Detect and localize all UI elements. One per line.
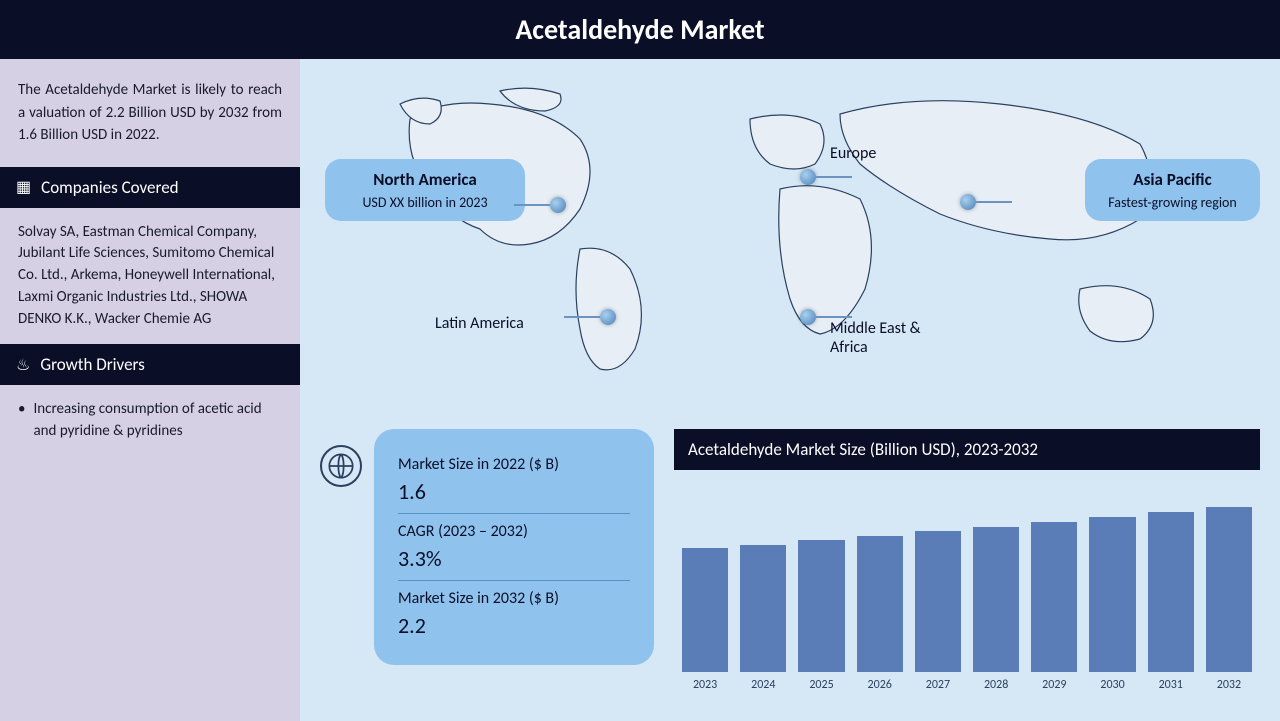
content: The Acetaldehyde Market is likely to rea… [0,59,1280,721]
stat-cagr-value: 3.3% [398,545,630,572]
bar-wrap: 2026 [857,536,903,693]
bar-label: 2028 [984,678,1008,692]
stat-cagr-label: CAGR (2023 – 2032) [398,522,630,541]
bar [1148,512,1194,672]
bar-label: 2023 [693,678,717,692]
bar-wrap: 2023 [682,548,728,692]
bar-label: 2025 [809,678,833,692]
bar-label: 2027 [926,678,950,692]
callout-north-america: North America USD XX billion in 2023 [325,159,525,221]
bar [1031,522,1077,672]
bar-label: 2029 [1042,678,1066,692]
label-latin-america: Latin America [435,314,524,333]
driver-item: Increasing consumption of acetic acid an… [33,399,282,443]
bar [1206,507,1252,672]
marker-la [600,309,616,325]
stat-row-cagr: CAGR (2023 – 2032) 3.3% [398,513,630,580]
bar-wrap: 2031 [1148,512,1194,692]
companies-header-label: Companies Covered [41,177,179,198]
na-title: North America [341,169,509,190]
companies-header: ▦ Companies Covered [0,167,300,208]
bar [682,548,728,672]
bar-wrap: 2029 [1031,522,1077,692]
na-sub: USD XX billion in 2023 [341,194,509,211]
world-map-svg [350,69,1230,389]
bar-label: 2026 [868,678,892,692]
bar [1089,517,1135,672]
bar-label: 2024 [751,678,775,692]
bar-chart: 2023 2024 2025 2026 2027 2028 2029 2030 2031 2032 [674,482,1260,692]
companies-body: Solvay SA, Eastman Chemical Company, Jub… [0,208,300,345]
bar-label: 2031 [1159,678,1183,692]
chart-area: Acetaldehyde Market Size (Billion USD), … [674,429,1260,719]
drivers-body: Increasing consumption of acetic acid an… [0,385,300,457]
bar-wrap: 2025 [798,540,844,692]
sidebar: The Acetaldehyde Market is likely to rea… [0,59,300,721]
world-map [350,69,1230,389]
marker-mea [800,309,816,325]
stat-2022-value: 1.6 [398,478,630,505]
chart-title: Acetaldehyde Market Size (Billion USD), … [674,429,1260,470]
ap-sub: Fastest-growing region [1101,194,1244,211]
bar-wrap: 2032 [1206,507,1252,692]
label-europe: Europe [830,144,876,163]
callout-asia-pacific: Asia Pacific Fastest-growing region [1085,159,1260,221]
marker-eu [800,169,816,185]
bar-wrap: 2028 [973,527,1019,693]
stats-wrap: Market Size in 2022 ($ B) 1.6 CAGR (2023… [320,429,654,719]
bar [973,527,1019,673]
stat-row-2032: Market Size in 2032 ($ B) 2.2 [398,580,630,647]
stats-card: Market Size in 2022 ($ B) 1.6 CAGR (2023… [374,429,654,665]
bar-label: 2032 [1217,678,1241,692]
world-map-area: North America USD XX billion in 2023 Asi… [300,59,1280,419]
stat-2032-value: 2.2 [398,612,630,639]
drivers-header-label: Growth Drivers [40,354,144,375]
stat-row-2022: Market Size in 2022 ($ B) 1.6 [398,447,630,513]
bar-wrap: 2024 [740,545,786,693]
marker-ap [960,194,976,210]
main-panel: North America USD XX billion in 2023 Asi… [300,59,1280,721]
bar [915,531,961,672]
stat-2032-label: Market Size in 2032 ($ B) [398,589,630,608]
bar-label: 2030 [1100,678,1124,692]
ap-title: Asia Pacific [1101,169,1244,190]
bar-wrap: 2030 [1089,517,1135,692]
marker-na [550,197,566,213]
bottom-row: Market Size in 2022 ($ B) 1.6 CAGR (2023… [300,429,1280,719]
building-icon: ▦ [16,177,31,197]
bar [798,540,844,672]
page-title: Acetaldehyde Market [0,0,1280,59]
intro-text: The Acetaldehyde Market is likely to rea… [0,59,300,167]
bar [740,545,786,673]
flame-icon: ♨ [16,355,30,375]
label-mea: Middle East & Africa [830,319,950,357]
globe-icon [320,445,362,487]
bar [857,536,903,673]
drivers-header: ♨ Growth Drivers [0,344,300,385]
bar-wrap: 2027 [915,531,961,692]
stat-2022-label: Market Size in 2022 ($ B) [398,455,630,474]
